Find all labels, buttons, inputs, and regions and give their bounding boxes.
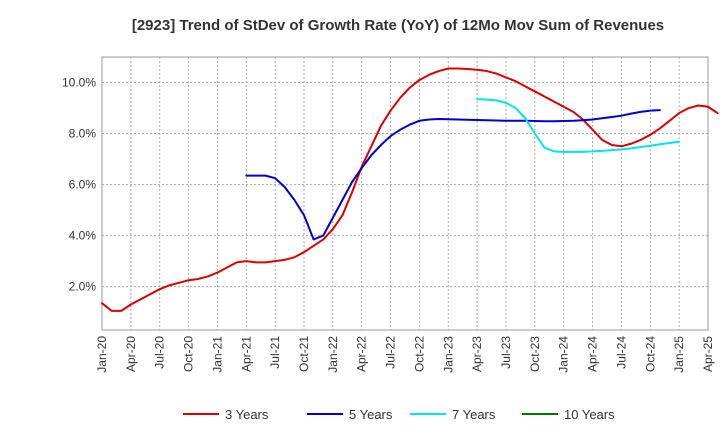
y-tick-label: 4.0%: [69, 229, 97, 243]
x-tick-label: Jan-20: [95, 336, 109, 373]
series-lines: [101, 67, 719, 312]
y-tick-label: 10.0%: [62, 76, 96, 90]
x-tick-label: Apr-24: [586, 336, 600, 372]
x-tick-label: Oct-22: [412, 336, 426, 372]
x-tick-label: Apr-25: [701, 336, 715, 372]
x-tick-label: Apr-20: [124, 336, 138, 372]
x-tick-label: Jan-24: [557, 336, 571, 373]
x-tick-label: Apr-23: [470, 336, 484, 372]
y-tick-label: 8.0%: [69, 127, 97, 141]
x-tick-label: Apr-21: [239, 336, 253, 372]
x-tick-label: Jul-24: [614, 336, 628, 369]
y-tick-label: 6.0%: [69, 178, 97, 192]
legend-label-10-years: 10 Years: [564, 407, 615, 422]
series-line-7-years: [476, 98, 681, 153]
x-tick-label: Jul-20: [153, 336, 167, 369]
legend: 3 Years 5 Years 7 Years 10 Years: [183, 407, 615, 422]
legend-label-5-years: 5 Years: [349, 407, 393, 422]
grid: [101, 57, 709, 330]
x-axis: Jan-20 Apr-20 Jul-20 Oct-20 Jan-21 Apr-21 Jul-…: [95, 336, 715, 373]
y-axis: 2.0% 4.0% 6.0% 8.0% 10.0%: [62, 76, 96, 294]
x-tick-label: Jan-22: [326, 336, 340, 373]
x-tick-label: Apr-22: [355, 336, 369, 372]
x-tick-label: Jan-25: [672, 336, 686, 373]
x-tick-label: Oct-23: [528, 336, 542, 372]
x-tick-label: Jul-22: [384, 336, 398, 369]
chart-title: [2923] Trend of StDev of Growth Rate (Yo…: [132, 17, 664, 34]
legend-label-3-years: 3 Years: [225, 407, 269, 422]
x-tick-label: Jul-21: [268, 336, 282, 369]
x-tick-label: Jul-23: [499, 336, 513, 369]
x-tick-label: Jan-21: [210, 336, 224, 373]
plot-area-frame: [101, 56, 709, 331]
series-line-5-years: [245, 109, 661, 241]
x-tick-label: Oct-20: [182, 336, 196, 372]
legend-label-7-years: 7 Years: [452, 407, 496, 422]
series-line-3-years: [101, 67, 719, 312]
y-tick-label: 2.0%: [69, 280, 97, 294]
x-tick-label: Jan-23: [441, 336, 455, 373]
x-tick-label: Oct-21: [297, 336, 311, 372]
x-tick-label: Oct-24: [643, 336, 657, 372]
